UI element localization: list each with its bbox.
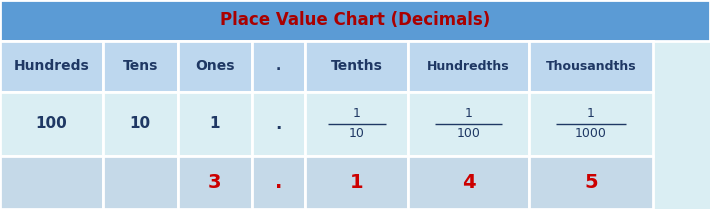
- Bar: [305, 92, 408, 156]
- Text: Tenths: Tenths: [331, 59, 383, 73]
- Bar: [0, 41, 103, 92]
- Bar: [252, 41, 305, 92]
- Text: Hundredths: Hundredths: [427, 60, 510, 73]
- Bar: [529, 92, 653, 156]
- Text: 10: 10: [349, 127, 365, 140]
- Text: Ones: Ones: [195, 59, 234, 73]
- Text: 1: 1: [464, 107, 473, 120]
- Text: Hundreds: Hundreds: [13, 59, 89, 73]
- Text: 1: 1: [353, 107, 361, 120]
- Bar: [408, 156, 529, 209]
- Bar: [178, 92, 252, 156]
- Bar: [178, 41, 252, 92]
- Bar: [408, 41, 529, 92]
- Bar: [408, 92, 529, 156]
- Text: 1: 1: [209, 116, 220, 131]
- Bar: [103, 41, 178, 92]
- Bar: [103, 92, 178, 156]
- Text: .: .: [275, 115, 282, 133]
- Text: 1: 1: [587, 107, 595, 120]
- Text: 1: 1: [350, 173, 364, 192]
- Text: 10: 10: [130, 116, 151, 131]
- Bar: [305, 41, 408, 92]
- Text: 1000: 1000: [575, 127, 607, 140]
- Bar: [529, 156, 653, 209]
- Text: Place Value Chart (Decimals): Place Value Chart (Decimals): [220, 11, 490, 29]
- Text: 3: 3: [208, 173, 222, 192]
- Bar: [252, 156, 305, 209]
- Bar: [103, 156, 178, 209]
- Bar: [178, 156, 252, 209]
- Text: .: .: [275, 173, 283, 192]
- Bar: [0, 0, 710, 41]
- Text: Tens: Tens: [123, 59, 158, 73]
- Bar: [0, 156, 103, 209]
- Bar: [252, 92, 305, 156]
- Bar: [305, 156, 408, 209]
- Text: 4: 4: [462, 173, 476, 192]
- Text: 100: 100: [36, 116, 67, 131]
- Bar: [529, 41, 653, 92]
- Bar: [0, 92, 103, 156]
- Text: 100: 100: [457, 127, 481, 140]
- Text: 5: 5: [584, 173, 598, 192]
- Text: Thousandths: Thousandths: [546, 60, 636, 73]
- Text: .: .: [276, 59, 281, 73]
